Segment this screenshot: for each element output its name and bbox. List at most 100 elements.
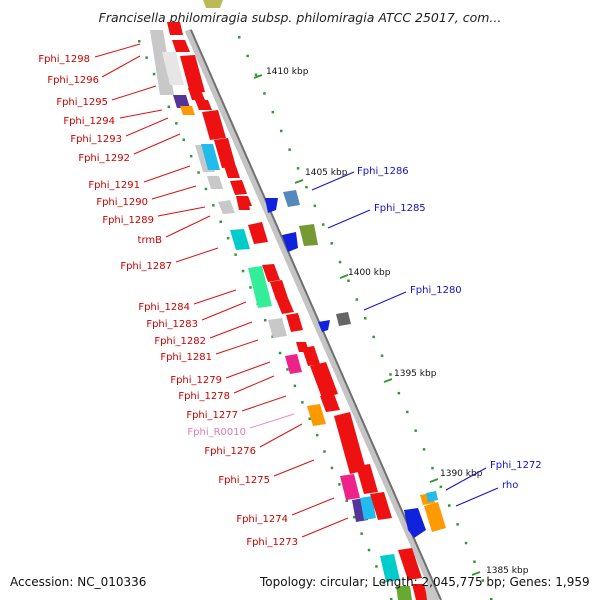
gene-block[interactable]: [201, 144, 220, 170]
gene-block[interactable]: [283, 190, 300, 207]
gene-arrow[interactable]: [195, 100, 212, 110]
gene-arrow[interactable]: [224, 166, 240, 178]
gene-arrow[interactable]: [248, 222, 268, 244]
gene-arrow-reverse[interactable]: [318, 320, 330, 332]
gene-block[interactable]: [299, 224, 318, 246]
gene-block[interactable]: [150, 30, 174, 95]
gene-block[interactable]: [173, 95, 190, 108]
gene-label-fphi-1298[interactable]: Fphi_1298: [38, 54, 90, 65]
gene-arrow-reverse[interactable]: [282, 232, 298, 252]
gene-label-fphi-1284[interactable]: Fphi_1284: [138, 302, 190, 313]
gene-label-fphi-1294[interactable]: Fphi_1294: [63, 116, 115, 127]
leader-line: [241, 395, 287, 412]
gene-label-fphi-1286[interactable]: Fphi_1286: [357, 166, 409, 177]
gene-block[interactable]: [230, 229, 250, 250]
gene-label-fphi-r0010[interactable]: Fphi_R0010: [187, 427, 246, 438]
gene-label-fphi-1283[interactable]: Fphi_1283: [146, 319, 198, 330]
gene-label-trmb[interactable]: trmB: [138, 235, 163, 246]
gene-arrow[interactable]: [356, 464, 378, 494]
gene-arrow[interactable]: [370, 492, 392, 520]
ring-dot: [330, 242, 333, 245]
gene-arrow[interactable]: [276, 298, 294, 314]
gene-block[interactable]: [207, 176, 223, 189]
leader-line: [193, 289, 237, 305]
gene-label-fphi-1280[interactable]: Fphi_1280: [410, 285, 462, 296]
gene-label-rho[interactable]: rho: [502, 480, 518, 491]
ring-dot: [389, 373, 392, 376]
gene-arrow[interactable]: [270, 280, 288, 300]
gene-block[interactable]: [426, 491, 438, 502]
leader-line: [291, 497, 335, 516]
gene-block[interactable]: [268, 318, 287, 338]
gene-label-fphi-1279[interactable]: Fphi_1279: [170, 375, 222, 386]
gene-arrow[interactable]: [236, 196, 250, 210]
gene-label-fphi-1287[interactable]: Fphi_1287: [120, 261, 172, 272]
gene-block[interactable]: [380, 554, 400, 582]
gene-block[interactable]: [162, 52, 184, 85]
gene-arrow[interactable]: [302, 346, 320, 366]
gene-arrow[interactable]: [180, 55, 205, 93]
gene-arrow[interactable]: [398, 548, 422, 580]
gene-label-fphi-1273[interactable]: Fphi_1273: [246, 537, 298, 548]
ring-dot: [355, 298, 359, 301]
gene-label-fphi-1272[interactable]: Fphi_1272: [490, 460, 542, 471]
ring-dot: [278, 351, 282, 355]
gene-block[interactable]: [424, 502, 446, 532]
gene-label-fphi-1293[interactable]: Fphi_1293: [70, 134, 122, 145]
gene-arrow[interactable]: [310, 362, 338, 398]
gene-arrow[interactable]: [286, 313, 303, 332]
ring-dot: [238, 36, 241, 39]
ring-dot: [364, 317, 367, 320]
gene-block[interactable]: [425, 585, 435, 600]
gene-label-fphi-1291[interactable]: Fphi_1291: [88, 180, 140, 191]
gene-arrow[interactable]: [412, 584, 428, 600]
gene-block[interactable]: [203, 0, 223, 8]
gene-arrow[interactable]: [202, 110, 226, 140]
ring-dot: [345, 499, 348, 502]
scale-tick: [429, 478, 439, 483]
gene-label-fphi-1281[interactable]: Fphi_1281: [160, 352, 212, 363]
gene-block[interactable]: [285, 354, 302, 374]
gene-label-fphi-1292[interactable]: Fphi_1292: [78, 153, 130, 164]
gene-arrow[interactable]: [262, 264, 280, 282]
gene-block[interactable]: [180, 106, 195, 115]
gene-block[interactable]: [248, 266, 272, 308]
gene-arrow[interactable]: [320, 394, 340, 412]
gene-label-fphi-1275[interactable]: Fphi_1275: [218, 475, 270, 486]
gene-arrow-reverse[interactable]: [404, 508, 426, 538]
ring-dot: [322, 223, 325, 226]
gene-block[interactable]: [360, 496, 376, 520]
gene-block[interactable]: [307, 404, 326, 426]
gene-arrow[interactable]: [188, 88, 205, 100]
gene-arrow[interactable]: [230, 180, 247, 195]
gene-arrow[interactable]: [334, 412, 366, 474]
scale-tick: [471, 571, 481, 576]
gene-label-fphi-1285[interactable]: Fphi_1285: [374, 203, 426, 214]
gene-label-fphi-1282[interactable]: Fphi_1282: [154, 336, 206, 347]
scale-label: 1390 kbp: [440, 469, 483, 479]
gene-block[interactable]: [336, 312, 351, 326]
gene-label-fphi-1296[interactable]: Fphi_1296: [47, 75, 99, 86]
ring-dot: [439, 485, 443, 489]
gene-block[interactable]: [340, 474, 360, 500]
gene-label-fphi-1290[interactable]: Fphi_1290: [96, 197, 148, 208]
ring-dot: [219, 220, 222, 223]
gene-arrow[interactable]: [167, 22, 183, 35]
gene-arrow-reverse[interactable]: [265, 198, 278, 213]
scale-tick: [383, 378, 393, 383]
gene-label-fphi-1278[interactable]: Fphi_1278: [178, 391, 230, 402]
leader-line: [133, 133, 181, 155]
gene-label-fphi-1277[interactable]: Fphi_1277: [186, 410, 238, 421]
gene-arrow[interactable]: [172, 40, 190, 52]
gene-label-fphi-1295[interactable]: Fphi_1295: [56, 97, 108, 108]
gene-arrow[interactable]: [214, 138, 236, 168]
gene-block[interactable]: [396, 586, 412, 600]
gene-block[interactable]: [218, 200, 235, 214]
ring-dot: [288, 148, 291, 151]
gene-label-fphi-1289[interactable]: Fphi_1289: [102, 215, 154, 226]
gene-label-fphi-1274[interactable]: Fphi_1274: [236, 514, 288, 525]
ring-dot: [347, 279, 350, 282]
ring-dot: [254, 73, 258, 76]
gene-label-fphi-1276[interactable]: Fphi_1276: [204, 446, 256, 457]
map-title: Francisella philomiragia subsp. philomir…: [98, 10, 502, 25]
